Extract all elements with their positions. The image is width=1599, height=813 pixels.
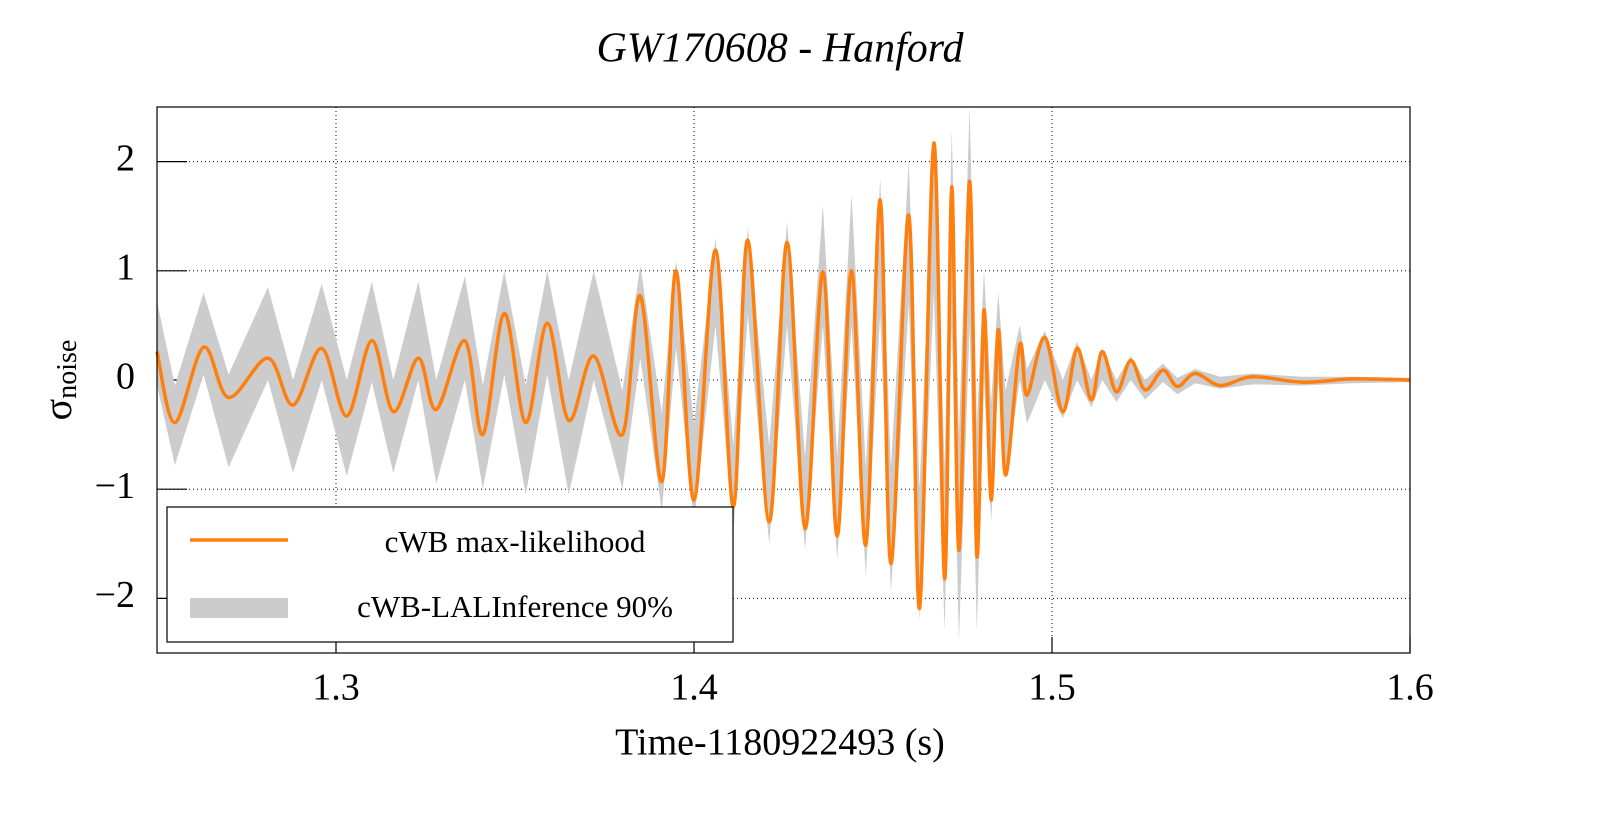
- x-tick-label: 1.3: [312, 667, 360, 709]
- y-tick-label: −1: [95, 465, 135, 507]
- y-label-subscript: noise: [52, 340, 83, 399]
- legend-label: cWB-LALInference 90%: [357, 589, 673, 624]
- x-tick-label: 1.4: [670, 667, 718, 709]
- y-label-symbol: σ: [35, 399, 80, 421]
- x-tick-label: 1.6: [1386, 667, 1434, 709]
- x-axis-label: Time-1180922493 (s): [615, 722, 945, 764]
- chart-title: GW170608 - Hanford: [596, 26, 964, 72]
- y-tick-label: −2: [95, 574, 135, 616]
- plot-frame: [156, 106, 1411, 654]
- y-tick-label: 2: [116, 137, 135, 179]
- x-tick-label: 1.5: [1028, 667, 1076, 709]
- y-tick-label: 0: [116, 356, 135, 398]
- y-axis-label: σnoise: [35, 340, 83, 421]
- y-tick-label: 1: [116, 247, 135, 289]
- legend-label: cWB max-likelihood: [385, 524, 646, 559]
- legend-box: [166, 506, 734, 643]
- legend: cWB max-likelihood cWB-LALInference 90%: [166, 506, 734, 643]
- legend-swatch: [190, 598, 288, 618]
- series-line: [155, 141, 1411, 611]
